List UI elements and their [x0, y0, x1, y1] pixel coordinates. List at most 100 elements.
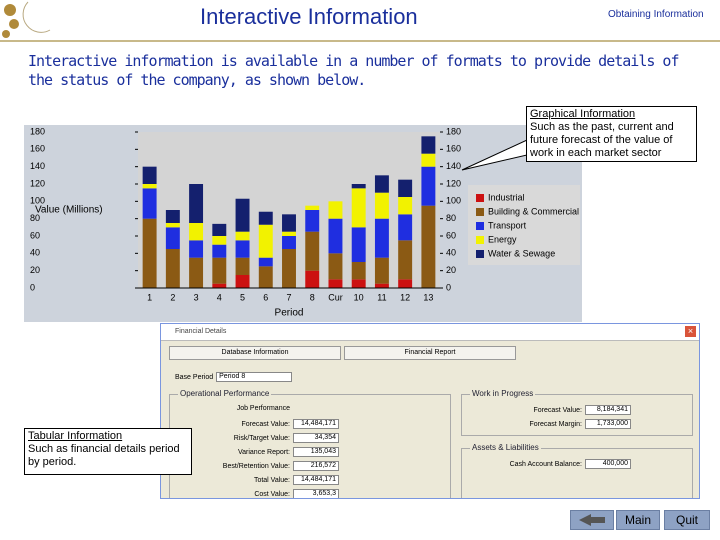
bar-segment [328, 201, 343, 219]
x-tick-label: 13 [423, 292, 433, 302]
y-tick-label: 20 [30, 265, 40, 275]
y2-tick-label: 120 [446, 178, 461, 188]
callout-text: Such as financial details period by peri… [28, 443, 180, 468]
y-tick-label: 40 [30, 248, 40, 258]
bar-segment [142, 166, 157, 184]
bar-segment [421, 205, 436, 288]
callout-title: Tabular Information [28, 430, 123, 442]
legend-swatch [476, 194, 484, 202]
y2-tick-label: 160 [446, 144, 461, 154]
field-row: Forecast Value: 8,184,341 [472, 405, 631, 415]
y2-tick-label: 60 [446, 230, 456, 240]
bar-segment [258, 266, 273, 288]
back-button[interactable] [570, 510, 614, 530]
bar-segment [189, 184, 204, 223]
field-value: 34,354 [293, 433, 339, 443]
y2-tick-label: 80 [446, 213, 456, 223]
field-row: Cost Value: 3,653,3 [180, 489, 339, 498]
bar-segment [212, 244, 227, 258]
bar-segment [189, 240, 204, 258]
bar-segment [398, 240, 413, 280]
bar-segment [235, 231, 250, 241]
y-tick-label: 0 [30, 282, 35, 292]
group-title: Operational Performance [178, 389, 272, 398]
title: Interactive Information [200, 4, 418, 29]
section-title: Obtaining Information [608, 9, 704, 20]
callout: Tabular Information Such as financial det… [24, 428, 192, 475]
y-tick-label: 120 [30, 178, 45, 188]
bar-segment [282, 249, 296, 288]
base-value: Period 8 [216, 372, 293, 382]
bar-segment [165, 227, 180, 249]
x-tick-label: 1 [147, 292, 152, 302]
legend-swatch [476, 250, 484, 258]
bar-segment [374, 175, 389, 193]
x-tick-label: 11 [377, 292, 386, 302]
bar-segment [282, 231, 296, 236]
bar-segment [305, 270, 320, 288]
y2-tick-label: 0 [446, 282, 451, 292]
y2-tick-label: 180 [446, 126, 461, 136]
bar-segment [282, 236, 296, 249]
bar-segment [235, 240, 250, 258]
field-label: Best/Retention Value: [222, 462, 290, 470]
legend-label: Building & Commercial [488, 206, 579, 216]
field-value: 14,484,171 [293, 419, 339, 429]
bar-segment [212, 236, 227, 245]
bar-segment [374, 257, 389, 284]
x-tick-label: 6 [263, 292, 268, 302]
x-tick-label: 4 [217, 292, 222, 302]
field-row: Best/Retention Value: 216,572 [180, 461, 339, 471]
callout-title: Graphical Information [530, 108, 636, 120]
field-value: 1,733,000 [585, 419, 631, 429]
logo [2, 1, 51, 38]
intro-text: Interactive information is available in … [28, 52, 680, 89]
chart-panel: 0 20 40 60 80 100 120 140 160 180 0 20 40 60 80 100 120 1… [24, 125, 582, 322]
y-tick-label: 180 [30, 126, 45, 136]
bar-segment [212, 223, 227, 236]
header-rule [0, 40, 720, 42]
y2-tick-label: 140 [446, 161, 461, 171]
field-row: Risk/Target Value: 34,354 [180, 433, 339, 443]
field-label: Total Value: [253, 476, 290, 484]
bar-segment [142, 218, 157, 288]
callout: Graphical Information Such as the past, c… [526, 106, 697, 162]
bar-segment [212, 257, 227, 284]
field-value: 3,653,3 [293, 489, 339, 498]
legend-label: Water & Sewage [488, 248, 555, 258]
bar-segment [351, 262, 366, 280]
bar-segment [421, 136, 436, 154]
legend-swatch [476, 222, 484, 230]
field-value: 8,184,341 [585, 405, 631, 415]
field-row: Forecast Value: 14,484,171 [180, 419, 339, 429]
main-button[interactable]: Main [616, 510, 660, 530]
legend-label: Industrial [488, 192, 525, 202]
bar-segment [165, 223, 180, 228]
y-tick-label: 140 [30, 161, 45, 171]
legend-swatch [476, 236, 484, 244]
bar-segment [165, 210, 180, 223]
dialog-title: Financial Details [161, 324, 699, 341]
x-axis-label: Period [275, 308, 304, 319]
field-label: Job Performance [236, 405, 290, 412]
x-tick-label: 5 [240, 292, 245, 302]
callout-text: Such as the past, current and future for… [530, 121, 674, 159]
field-value: 14,484,171 [293, 475, 339, 485]
bar-segment [328, 279, 343, 288]
y2-tick-label: 20 [446, 265, 456, 275]
close-button[interactable]: × [685, 326, 696, 337]
bar-segment [305, 231, 320, 271]
y-tick-label: 100 [30, 196, 45, 206]
field-label: Forecast Margin: [529, 420, 582, 428]
x-tick-label: 12 [400, 292, 410, 302]
bar-segment [235, 275, 250, 288]
bar-segment [351, 188, 366, 228]
chart: 0 20 40 60 80 100 120 140 160 180 0 20 40 60 80 100 120 1… [30, 126, 580, 319]
bar-segment [305, 210, 320, 232]
group-title: Work in Progress [470, 389, 536, 398]
quit-button[interactable]: Quit [664, 510, 710, 530]
bar-segment [351, 279, 366, 288]
legend-label: Energy [488, 234, 517, 244]
bar-segment [398, 214, 413, 241]
x-tick-label: 7 [286, 292, 291, 302]
